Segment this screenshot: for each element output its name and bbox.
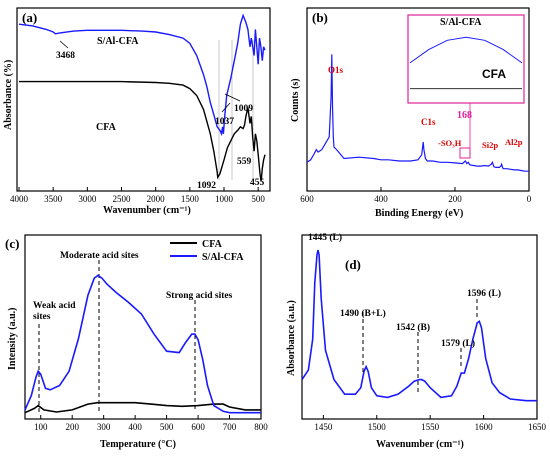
panel-b-inset-label-cfa: CFA [482,67,506,81]
panel-a-ylabel: Absorbance (%) [3,60,14,130]
panel-d-x-tick-label-0: 1450 [314,422,333,432]
panel-b-ylabel: Counts (s) [290,78,301,122]
panel-a-arrow-3468 [59,40,69,49]
panel-b-inset-frame [407,14,525,104]
panel-a-x-tick-label-3: 2500 [113,194,132,204]
panel-a-x-tick-label-4: 2000 [147,194,166,204]
panel-a-x-tick-label-2: 3000 [78,194,97,204]
panel-c: (c) 100 200 300 400 500 600 700 800 Weak acid s… [5,234,268,450]
panel-c-annot-moderate: Moderate acid sites [60,251,139,261]
panel-a-x-tick-label-0: 4000 [10,194,29,204]
panel-c-x-tick-label-2: 300 [97,422,111,432]
panel-c-label: (c) [5,236,19,251]
panel-c-xlabel: Temperature (°C) [100,439,176,450]
panel-b-xlabel: Binding Energy (eV) [375,208,463,219]
panel-c-legend-label-sal: S/Al-CFA [202,252,244,263]
panel-c-annot-strong: Strong acid sites [166,291,233,301]
panel-a-annot-455: 455 [250,178,265,188]
panel-c-x-tick-label-6: 700 [223,422,237,432]
panel-c-x-tick-label-5: 600 [191,422,205,432]
panel-c-annot-weak: Weak acid sites [33,301,78,322]
panel-a-x-tick-label-1: 3500 [44,194,63,204]
panel-d-line-sal-cfa [301,249,537,402]
panel-a-frame [16,7,271,192]
panel-b-x-tick-label-3: 0 [527,194,532,204]
panel-c-annot-weak-line2: sites [33,312,51,322]
panel-d-annot-1445: 1445 (L) [308,232,342,243]
panel-d-annot-1579: 1579 (L) [441,338,475,349]
panel-a-annot-3468: 3468 [56,51,75,61]
panel-a-line-sal-cfa [18,13,266,137]
panel-c-legend-label-cfa: CFA [202,239,223,250]
panel-b-label: (b) [312,10,328,25]
panel-b-zoom-box [459,147,471,159]
panel-d-x-tick-label-4: 1650 [528,422,547,432]
panel-a-x-tick-label-5: 1500 [181,194,200,204]
panel-c-frame [24,234,262,420]
panel-d-annot-1490: 1490 (B+L) [340,308,386,319]
panel-b-annot-168: 168 [457,110,472,121]
panel-d-x-tick-label-2: 1550 [421,422,440,432]
panel-a-xlabel: Wavenumber (cm⁻¹) [103,205,191,216]
panel-a-series-label-cfa: CFA [96,122,117,133]
panel-c-x-tick-label-4: 500 [160,422,174,432]
panel-a-line-cfa [19,80,266,181]
panel-d-xlabel: Wavenumber (cm⁻¹) [376,439,464,450]
panel-a-label: (a) [22,10,37,25]
panel-b-annot-o1s: O1s [328,65,344,75]
panel-a-arrow-1037 [221,102,231,113]
panel-c-x-tick-label-1: 200 [65,422,79,432]
panel-d-label: (d) [345,257,361,272]
panel-a-annot-1037: 1037 [215,117,234,127]
panel-c-ylabel: Intensity (a.u.) [7,307,18,370]
panel-d-annot-1596: 1596 (L) [467,288,501,299]
panel-d-frame [301,234,538,420]
panel-a-x-tick-label-7: 500 [251,194,265,204]
panel-b-annot-al2p: Al2p [505,137,523,147]
panel-b-inset-label-sal: S/Al-CFA [440,17,482,28]
panel-b-x-tick-label-1: 400 [374,194,388,204]
panel-b-frame [306,7,530,192]
panel-a-arrow-1009 [224,93,241,102]
panel-a-annot-1009: 1009 [234,104,253,114]
panel-b-inset-line-sal [409,36,523,64]
panel-b-annot-si2p: Si2p [482,140,498,150]
panel-b-annot-c1s: C1s [421,117,436,127]
panel-b-line-sal-cfa [306,54,529,172]
panel-a-annot-559: 559 [237,157,252,167]
panel-c-x-tick-label-3: 400 [128,422,142,432]
panel-b-x-tick-label-2: 200 [448,194,462,204]
panel-c-legend: CFA S/Al-CFA [170,239,244,263]
panel-c-line-sal-cfa [24,274,261,414]
panel-d-ylabel: Absorbance (a.u.) [286,300,297,376]
panel-b-x-tick-label-0: 600 [300,194,314,204]
panel-a: (a) 4000 3500 3000 2500 2000 1500 1000 500 S/Al… [3,7,271,216]
panel-c-annot-weak-line1: Weak acid [33,301,76,311]
panel-c-line-cfa [24,401,261,414]
panel-b-annot-so3h: -SO₃H [438,138,462,148]
panel-b: (b) 600 400 200 0 O1s C1s -SO₃H 168 Si2p Al… [290,7,532,219]
panel-a-series-label-sal: S/Al-CFA [97,36,139,47]
panel-a-x-tick-label-6: 1000 [215,194,234,204]
panel-d: (d) 1450 1500 1550 1600 1650 1445 (L) 1490 (… [286,232,547,450]
panel-c-x-tick-label-7: 800 [254,422,268,432]
panel-d-x-tick-label-3: 1600 [475,422,494,432]
panel-d-annot-1542: 1542 (B) [396,322,430,333]
panel-a-annot-1092: 1092 [197,181,216,191]
panel-d-x-tick-label-1: 1500 [368,422,387,432]
panel-c-x-tick-label-0: 100 [34,422,48,432]
